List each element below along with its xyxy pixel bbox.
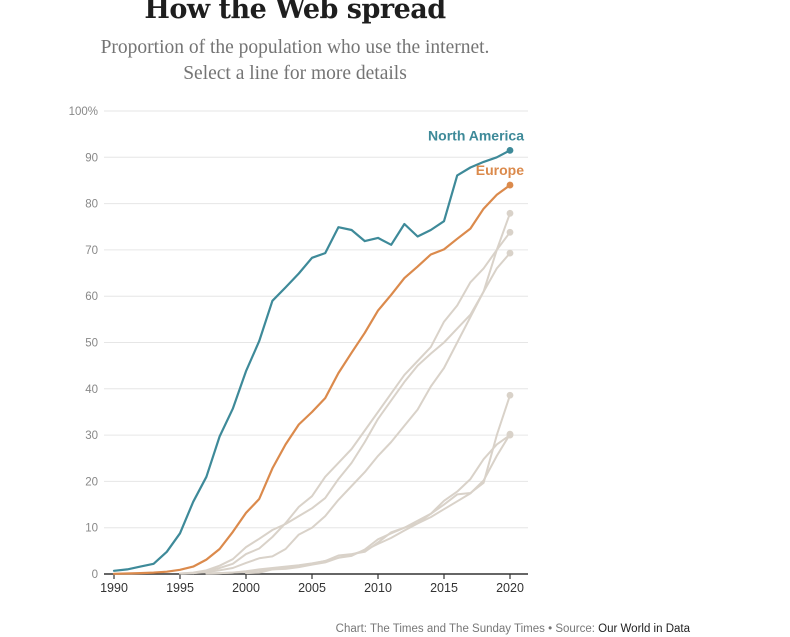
chart-title: How the Web spread xyxy=(144,0,446,25)
chart-footer: Chart: The Times and The Sunday Times • … xyxy=(0,623,690,635)
y-tick-label: 90 xyxy=(85,152,98,164)
y-tick-label: 20 xyxy=(85,476,98,488)
x-tick-label: 2005 xyxy=(298,581,326,595)
footer-separator: • xyxy=(544,623,556,635)
series-line-other-region-5 xyxy=(245,394,511,575)
source-prefix: Source: xyxy=(555,623,599,635)
x-tick-label: 2020 xyxy=(496,581,524,595)
series-label-europe: Europe xyxy=(476,162,524,178)
series-endpoint-other-region-4 xyxy=(506,431,514,439)
y-tick-label: 10 xyxy=(85,523,98,535)
series-line-other-region-1 xyxy=(192,231,511,575)
series-line-north-america xyxy=(112,149,512,572)
y-tick-label: 100% xyxy=(69,106,98,118)
series-endpoint-europe xyxy=(506,181,514,189)
series-labels: North America Europe xyxy=(428,127,524,178)
y-tick-label: 0 xyxy=(92,569,98,581)
y-tick-label: 30 xyxy=(85,430,98,442)
y-tick-label: 60 xyxy=(85,291,98,303)
source-link[interactable]: Our World in Data xyxy=(598,623,690,635)
x-tick-label: 1995 xyxy=(166,581,194,595)
x-tick-label: 2000 xyxy=(232,581,260,595)
axes: 0 10 20 30 40 50 60 70 80 90 100% 1990 1995 2000 2005 2… xyxy=(69,106,528,595)
series-endpoint-other-region-2 xyxy=(506,209,514,217)
y-tick-label: 50 xyxy=(85,338,98,350)
chart-subtitle: Proportion of the population who use the… xyxy=(100,37,490,58)
series-endpoint-other-region-1 xyxy=(506,228,514,236)
x-tick-label: 2010 xyxy=(364,581,392,595)
y-tick-label: 80 xyxy=(85,199,98,211)
y-tick-label: 40 xyxy=(85,384,98,396)
series-label-north-america: North America xyxy=(428,127,524,143)
series-line-other-region-2 xyxy=(179,212,511,575)
x-tick-label: 2015 xyxy=(430,581,458,595)
y-tick-label: 70 xyxy=(85,245,98,257)
series-lines xyxy=(112,146,514,575)
series-line-other-region-0 xyxy=(179,252,511,575)
series-endpoint-north-america xyxy=(506,146,514,154)
line-chart: 0 10 20 30 40 50 60 70 80 90 100% 1990 1995 2000 2005 2… xyxy=(69,106,528,595)
x-tick-label: 1990 xyxy=(100,581,128,595)
grid-lines xyxy=(104,110,528,529)
chart-credit: Chart: The Times and The Sunday Times xyxy=(335,623,545,635)
series-endpoint-other-region-5 xyxy=(506,391,514,399)
series-line-europe xyxy=(112,184,512,575)
chart-instruction: Select a line for more details xyxy=(183,63,407,84)
series-endpoint-other-region-0 xyxy=(506,249,514,257)
